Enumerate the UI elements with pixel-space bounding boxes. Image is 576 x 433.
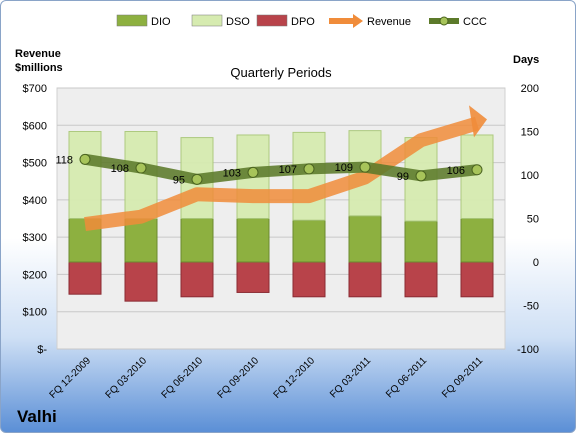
right-axis-label: Days (513, 54, 539, 66)
category-label: FQ 09-2011 (440, 355, 485, 400)
revenue-series (84, 105, 487, 232)
legend-marker-ccc (439, 16, 449, 26)
ccc-line (84, 153, 478, 185)
dso-bar (68, 131, 102, 219)
legend-label-ccc: CCC (463, 16, 487, 28)
left-tick-label: $700 (23, 83, 47, 95)
revenue-line (84, 116, 480, 232)
dio-bar (236, 218, 270, 263)
ccc-marker (79, 153, 91, 165)
right-tick-label: -100 (517, 344, 539, 356)
legend-label-dso: DSO (226, 16, 250, 28)
left-tick-label: $600 (23, 120, 47, 132)
ccc-data-label: 95 (173, 174, 185, 186)
dio-bar (124, 218, 158, 263)
category-label: FQ 09-2010 (216, 355, 262, 401)
legend-swatch-dpo (256, 14, 288, 27)
left-tick-label: $100 (23, 307, 47, 319)
dpo-bar (236, 261, 270, 293)
ccc-series: 118 108 95 103 107 109 99 106 (55, 153, 483, 186)
legend-label-dpo: DPO (291, 16, 315, 28)
left-tick-label: $300 (23, 232, 47, 244)
ccc-marker (303, 163, 315, 175)
company-name: Valhi (17, 407, 57, 426)
dpo-bar (180, 261, 214, 298)
ccc-marker (247, 166, 259, 178)
dio-bar (348, 215, 382, 263)
legend: DIO DSO DPO Revenue CCC (116, 14, 487, 28)
ccc-data-label: 109 (335, 162, 353, 174)
left-axis-label-line1: Revenue (15, 48, 61, 60)
chart-title: Quarterly Periods (230, 65, 332, 80)
dso-bar (292, 131, 326, 221)
dpo-bar (404, 261, 438, 298)
dpo-bar (292, 261, 326, 298)
left-axis-label-line2: $millions (15, 62, 63, 74)
revenue-arrowhead (469, 105, 487, 138)
ccc-marker (359, 161, 371, 173)
dpo-bar (68, 261, 102, 295)
dso-bar (460, 134, 494, 219)
category-label: FQ 12-2009 (48, 355, 94, 401)
ccc-marker (471, 164, 483, 176)
legend-swatch-dio (116, 14, 148, 27)
dpo-bar (124, 261, 158, 302)
left-tick-label: $- (37, 344, 47, 356)
right-tick-label: 50 (527, 214, 539, 226)
category-label: FQ 03-2011 (328, 355, 373, 400)
right-tick-label: 0 (533, 257, 539, 269)
ccc-marker (135, 162, 147, 174)
category-label: FQ 12-2010 (272, 355, 318, 401)
ccc-data-label: 118 (55, 154, 73, 166)
dio-bar (292, 219, 326, 263)
category-label: FQ 06-2010 (160, 355, 206, 401)
ccc-data-label: 99 (397, 171, 409, 183)
ccc-marker (415, 170, 427, 182)
category-label: FQ 06-2011 (384, 355, 429, 400)
dio-bar (460, 218, 494, 263)
ccc-data-label: 107 (279, 164, 297, 176)
dpo-bar (348, 261, 382, 298)
ccc-data-label: 108 (111, 163, 129, 175)
ccc-marker (191, 173, 203, 185)
ccc-data-label: 103 (223, 167, 241, 179)
dio-bar (180, 218, 214, 263)
dio-bar (404, 220, 438, 263)
legend-swatch-dso (191, 14, 223, 27)
dpo-bar (460, 261, 494, 298)
legend-label-revenue: Revenue (367, 16, 411, 28)
left-tick-label: $400 (23, 195, 47, 207)
left-tick-label: $200 (23, 269, 47, 281)
legend-label-dio: DIO (151, 16, 171, 28)
right-tick-label: 100 (521, 170, 539, 182)
right-tick-label: -50 (523, 301, 539, 313)
legend-arrowhead (353, 14, 363, 28)
right-tick-label: 150 (521, 127, 539, 139)
ccc-data-label: 106 (447, 165, 465, 177)
category-label: FQ 03-2010 (104, 355, 150, 401)
right-tick-label: 200 (521, 83, 539, 95)
left-tick-label: $500 (23, 158, 47, 170)
